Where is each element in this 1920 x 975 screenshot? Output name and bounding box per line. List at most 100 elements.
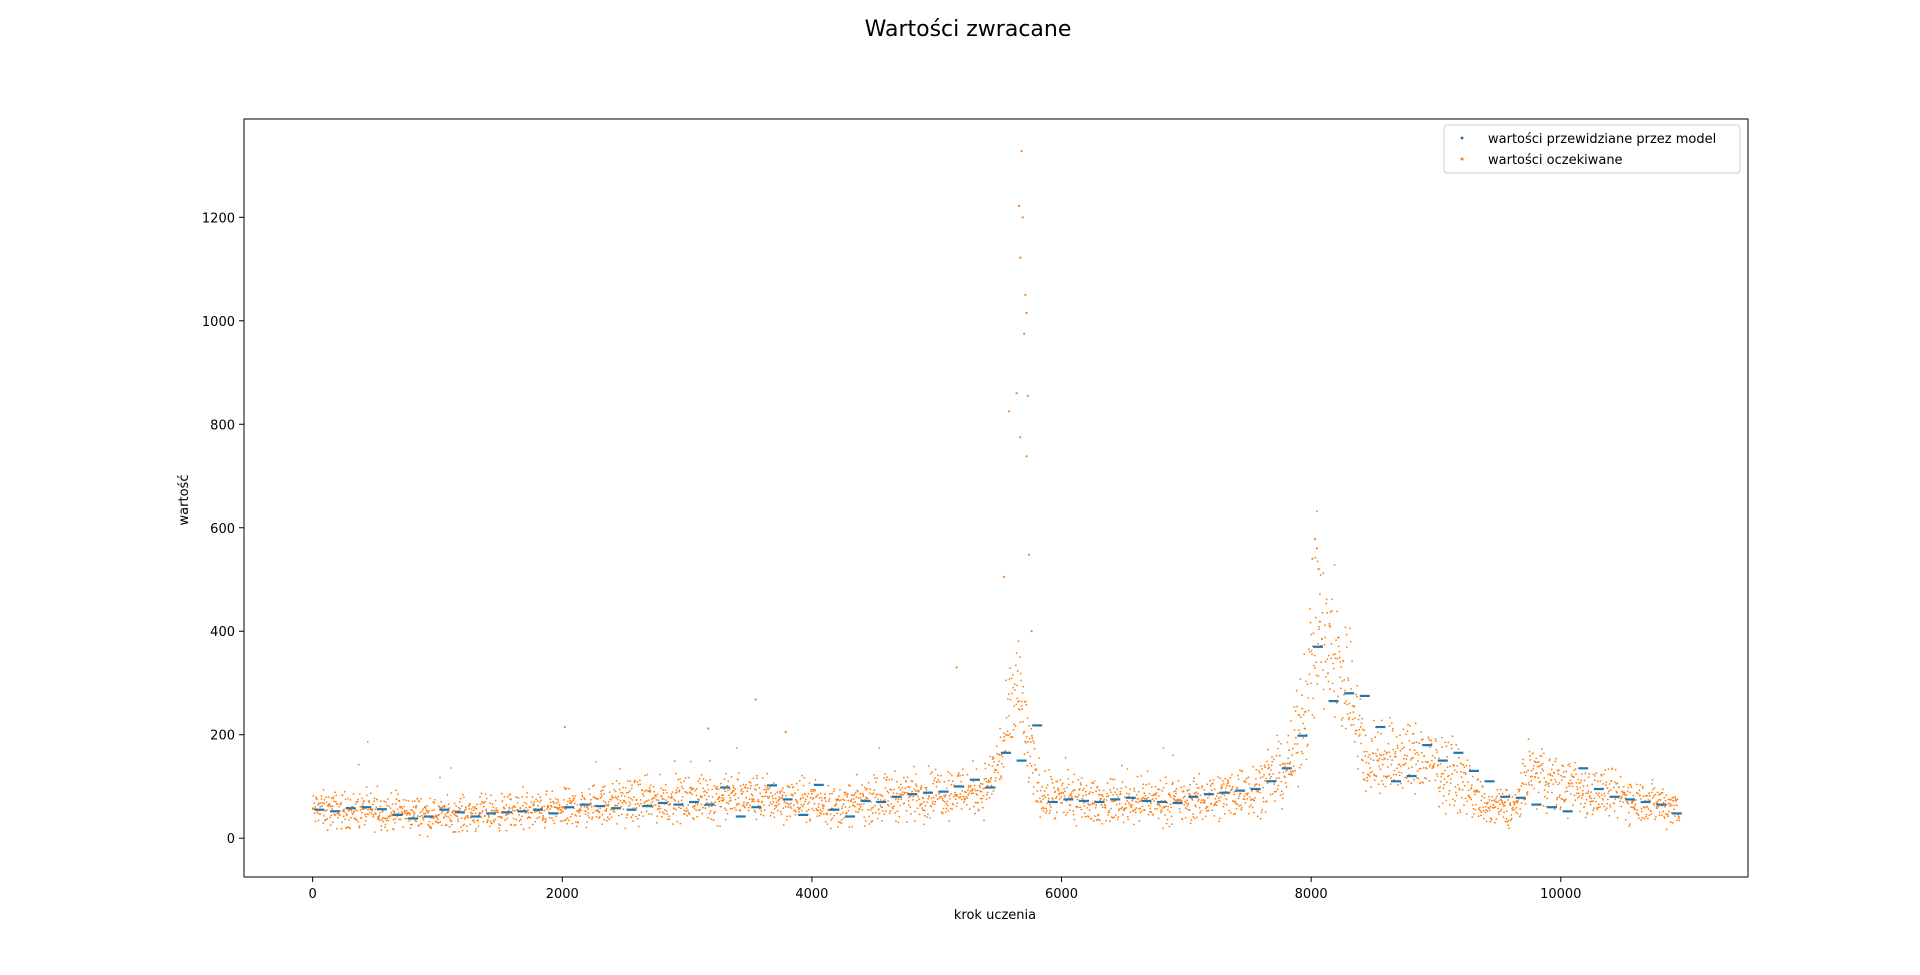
expected-point: [791, 783, 793, 786]
expected-point: [1574, 768, 1577, 770]
expected-point: [1009, 732, 1011, 735]
expected-point: [1495, 818, 1498, 820]
expected-point: [1394, 751, 1397, 753]
legend-marker-predicted: [1460, 136, 1464, 140]
expected-point: [458, 801, 461, 803]
expected-point: [717, 788, 720, 790]
expected-point: [1349, 712, 1352, 714]
expected-point: [314, 805, 317, 808]
expected-point: [376, 785, 379, 787]
expected-point: [1580, 803, 1582, 805]
expected-point: [1262, 797, 1265, 799]
expected-point: [1366, 779, 1369, 782]
expected-point: [961, 774, 964, 777]
expected-point: [419, 811, 422, 814]
expected-point: [1645, 815, 1647, 818]
expected-point: [740, 790, 742, 792]
expected-point: [618, 782, 621, 785]
expected-point: [498, 827, 500, 829]
expected-point: [1560, 779, 1563, 782]
expected-point: [1415, 763, 1417, 766]
expected-point: [822, 807, 825, 810]
expected-point: [1123, 809, 1126, 812]
expected-point: [1221, 793, 1224, 796]
expected-point: [1625, 794, 1628, 797]
expected-point: [661, 811, 664, 814]
expected-point: [710, 801, 713, 804]
expected-point: [808, 801, 811, 804]
expected-point: [884, 787, 887, 789]
expected-point: [868, 815, 870, 818]
expected-point: [1483, 793, 1486, 795]
expected-point: [1365, 750, 1368, 753]
expected-point: [1637, 792, 1640, 795]
expected-point: [1085, 790, 1087, 793]
expected-point: [871, 812, 874, 815]
expected-point: [1278, 777, 1280, 779]
expected-point: [1414, 752, 1417, 755]
expected-point: [649, 790, 652, 793]
expected-point: [1563, 776, 1566, 778]
expected-point: [481, 800, 483, 803]
expected-point: [1506, 820, 1509, 823]
expected-point: [1656, 807, 1658, 810]
expected-point: [452, 813, 455, 815]
expected-point: [416, 797, 419, 800]
expected-point: [1251, 806, 1254, 809]
expected-point: [1185, 807, 1188, 810]
expected-point: [853, 793, 856, 796]
expected-point: [1130, 805, 1133, 808]
expected-point: [684, 777, 687, 779]
expected-point: [630, 787, 633, 790]
expected-point: [568, 787, 570, 790]
expected-point: [1599, 780, 1602, 782]
expected-point: [1054, 790, 1057, 793]
expected-point: [1496, 795, 1498, 798]
expected-point: [1507, 799, 1509, 801]
expected-point: [1158, 803, 1161, 806]
expected-point: [1471, 816, 1474, 818]
expected-point: [576, 810, 578, 812]
expected-point: [666, 791, 668, 794]
expected-point: [1416, 777, 1418, 779]
expected-point: [1621, 793, 1624, 796]
expected-point: [1417, 754, 1420, 756]
expected-point: [497, 823, 500, 825]
expected-point: [1589, 800, 1592, 803]
expected-point: [1339, 661, 1342, 663]
expected-point: [1359, 726, 1362, 728]
expected-point: [586, 821, 588, 823]
expected-point: [632, 807, 635, 809]
expected-point: [452, 809, 454, 812]
expected-point: [1070, 792, 1073, 795]
expected-point: [468, 807, 471, 810]
plot-area: [311, 150, 1682, 838]
expected-point: [1293, 743, 1296, 745]
expected-point: [1657, 793, 1660, 796]
expected-point: [1350, 688, 1352, 690]
expected-point: [1506, 789, 1508, 792]
expected-point: [1106, 792, 1109, 795]
expected-point: [1380, 754, 1383, 757]
expected-point: [1376, 748, 1379, 751]
expected-point: [1098, 789, 1101, 792]
expected-point: [927, 765, 930, 767]
expected-point: [771, 797, 774, 800]
expected-point: [841, 807, 843, 810]
expected-point: [1366, 776, 1368, 779]
expected-point: [587, 815, 589, 817]
expected-point: [426, 835, 429, 838]
expected-point: [1084, 815, 1087, 818]
expected-point: [327, 796, 330, 798]
expected-point: [763, 788, 766, 791]
expected-point: [1634, 808, 1637, 811]
expected-point: [628, 790, 631, 792]
expected-point: [474, 805, 477, 808]
expected-point: [570, 800, 573, 803]
expected-point: [1535, 757, 1538, 760]
expected-point: [1028, 724, 1031, 727]
expected-point: [1192, 780, 1195, 783]
expected-point: [742, 791, 744, 793]
expected-point: [818, 803, 820, 805]
expected-point: [591, 818, 593, 820]
